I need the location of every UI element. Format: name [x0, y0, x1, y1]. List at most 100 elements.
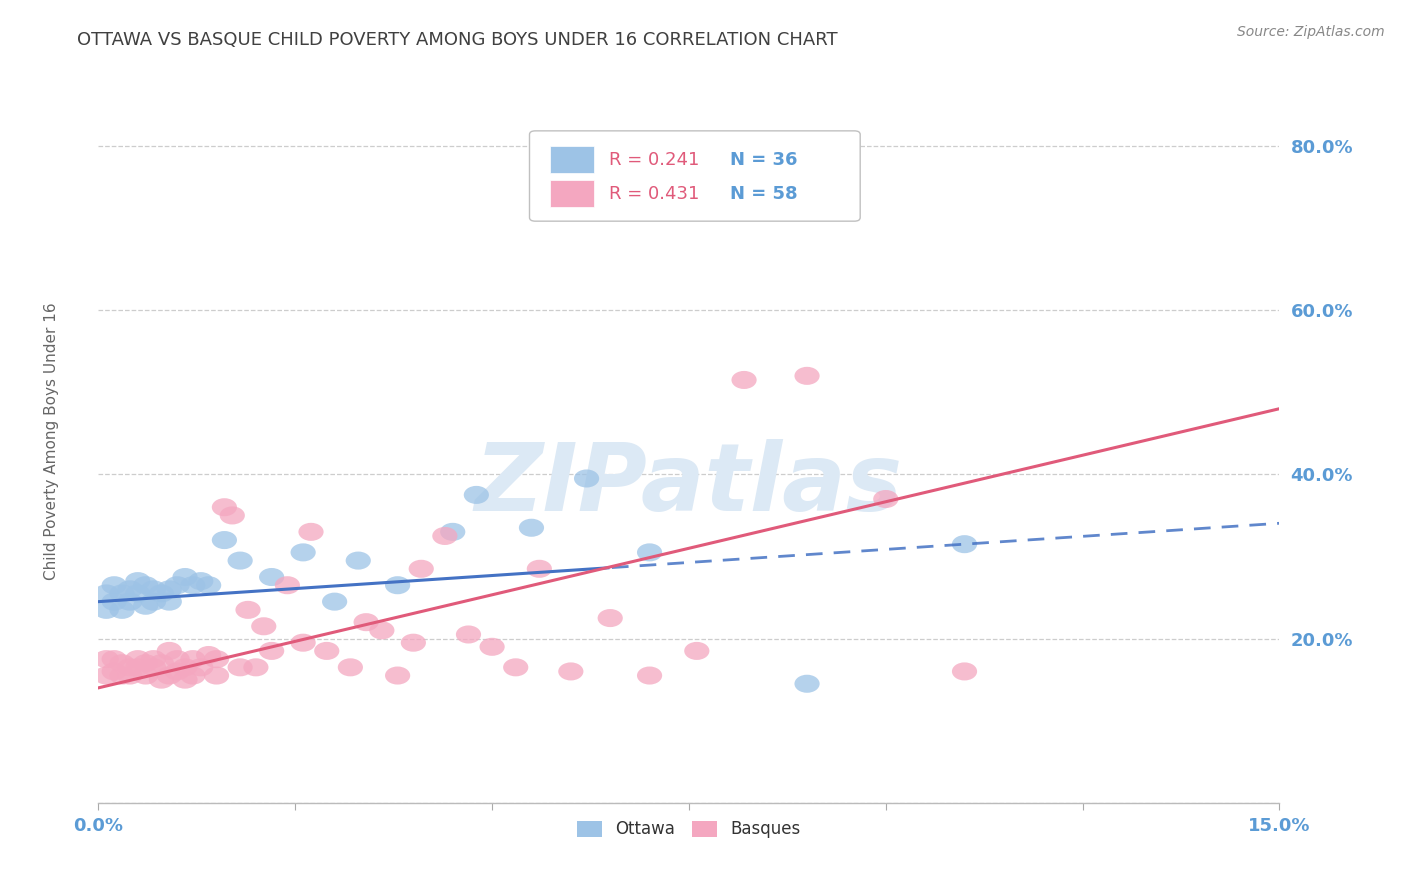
Ellipse shape: [149, 584, 174, 602]
Ellipse shape: [141, 658, 166, 676]
FancyBboxPatch shape: [530, 131, 860, 221]
Ellipse shape: [117, 592, 142, 611]
FancyBboxPatch shape: [550, 146, 595, 173]
Ellipse shape: [479, 638, 505, 656]
Ellipse shape: [637, 666, 662, 684]
Ellipse shape: [188, 658, 214, 676]
Ellipse shape: [322, 592, 347, 611]
Ellipse shape: [141, 650, 166, 668]
Ellipse shape: [259, 568, 284, 586]
Ellipse shape: [204, 666, 229, 684]
Ellipse shape: [94, 584, 120, 602]
Ellipse shape: [165, 576, 190, 594]
Ellipse shape: [125, 658, 150, 676]
Ellipse shape: [637, 543, 662, 561]
Ellipse shape: [156, 592, 181, 611]
Ellipse shape: [101, 650, 127, 668]
Text: N = 36: N = 36: [730, 151, 797, 169]
Ellipse shape: [195, 576, 221, 594]
Text: Child Poverty Among Boys Under 16: Child Poverty Among Boys Under 16: [44, 302, 59, 581]
Ellipse shape: [110, 601, 135, 619]
Ellipse shape: [204, 650, 229, 668]
Ellipse shape: [149, 671, 174, 689]
Ellipse shape: [370, 622, 395, 640]
Ellipse shape: [527, 560, 553, 578]
FancyBboxPatch shape: [550, 180, 595, 208]
Ellipse shape: [873, 490, 898, 508]
Ellipse shape: [94, 650, 120, 668]
Ellipse shape: [235, 601, 260, 619]
Ellipse shape: [149, 654, 174, 673]
Ellipse shape: [274, 576, 299, 594]
Ellipse shape: [519, 519, 544, 537]
Ellipse shape: [134, 597, 159, 615]
Text: R = 0.241: R = 0.241: [609, 151, 699, 169]
Ellipse shape: [298, 523, 323, 541]
Ellipse shape: [243, 658, 269, 676]
Ellipse shape: [156, 666, 181, 684]
Ellipse shape: [598, 609, 623, 627]
Ellipse shape: [212, 499, 238, 516]
Ellipse shape: [456, 625, 481, 643]
Ellipse shape: [94, 601, 120, 619]
Ellipse shape: [165, 663, 190, 681]
Ellipse shape: [464, 486, 489, 504]
Ellipse shape: [212, 531, 238, 549]
Ellipse shape: [314, 642, 339, 660]
Ellipse shape: [110, 666, 135, 684]
Ellipse shape: [385, 666, 411, 684]
Ellipse shape: [173, 671, 198, 689]
Ellipse shape: [291, 543, 316, 561]
Ellipse shape: [794, 674, 820, 693]
Ellipse shape: [385, 576, 411, 594]
Ellipse shape: [101, 663, 127, 681]
Ellipse shape: [794, 367, 820, 384]
Ellipse shape: [952, 535, 977, 553]
Text: ZIPatlas: ZIPatlas: [475, 439, 903, 531]
Ellipse shape: [134, 576, 159, 594]
Ellipse shape: [228, 551, 253, 570]
Ellipse shape: [117, 666, 142, 684]
Ellipse shape: [101, 576, 127, 594]
Ellipse shape: [110, 584, 135, 602]
Ellipse shape: [401, 633, 426, 652]
Ellipse shape: [952, 663, 977, 681]
Ellipse shape: [134, 666, 159, 684]
Ellipse shape: [558, 663, 583, 681]
Text: N = 58: N = 58: [730, 185, 797, 202]
Ellipse shape: [165, 650, 190, 668]
Ellipse shape: [156, 642, 181, 660]
Ellipse shape: [117, 658, 142, 676]
Ellipse shape: [259, 642, 284, 660]
Ellipse shape: [125, 584, 150, 602]
Ellipse shape: [731, 371, 756, 389]
Ellipse shape: [125, 650, 150, 668]
Text: Source: ZipAtlas.com: Source: ZipAtlas.com: [1237, 25, 1385, 39]
Ellipse shape: [125, 572, 150, 591]
Text: R = 0.431: R = 0.431: [609, 185, 699, 202]
Ellipse shape: [432, 527, 457, 545]
Ellipse shape: [291, 633, 316, 652]
Ellipse shape: [252, 617, 277, 635]
Ellipse shape: [173, 658, 198, 676]
Ellipse shape: [574, 469, 599, 488]
Ellipse shape: [110, 654, 135, 673]
Ellipse shape: [134, 654, 159, 673]
Ellipse shape: [156, 581, 181, 599]
Ellipse shape: [685, 642, 710, 660]
Ellipse shape: [117, 581, 142, 599]
Ellipse shape: [346, 551, 371, 570]
Ellipse shape: [180, 576, 205, 594]
Ellipse shape: [228, 658, 253, 676]
Ellipse shape: [337, 658, 363, 676]
Ellipse shape: [141, 581, 166, 599]
Ellipse shape: [180, 666, 205, 684]
Ellipse shape: [503, 658, 529, 676]
Ellipse shape: [195, 646, 221, 664]
Ellipse shape: [409, 560, 434, 578]
Text: OTTAWA VS BASQUE CHILD POVERTY AMONG BOYS UNDER 16 CORRELATION CHART: OTTAWA VS BASQUE CHILD POVERTY AMONG BOY…: [77, 31, 838, 49]
Ellipse shape: [173, 568, 198, 586]
Ellipse shape: [101, 592, 127, 611]
Ellipse shape: [219, 507, 245, 524]
Ellipse shape: [94, 666, 120, 684]
